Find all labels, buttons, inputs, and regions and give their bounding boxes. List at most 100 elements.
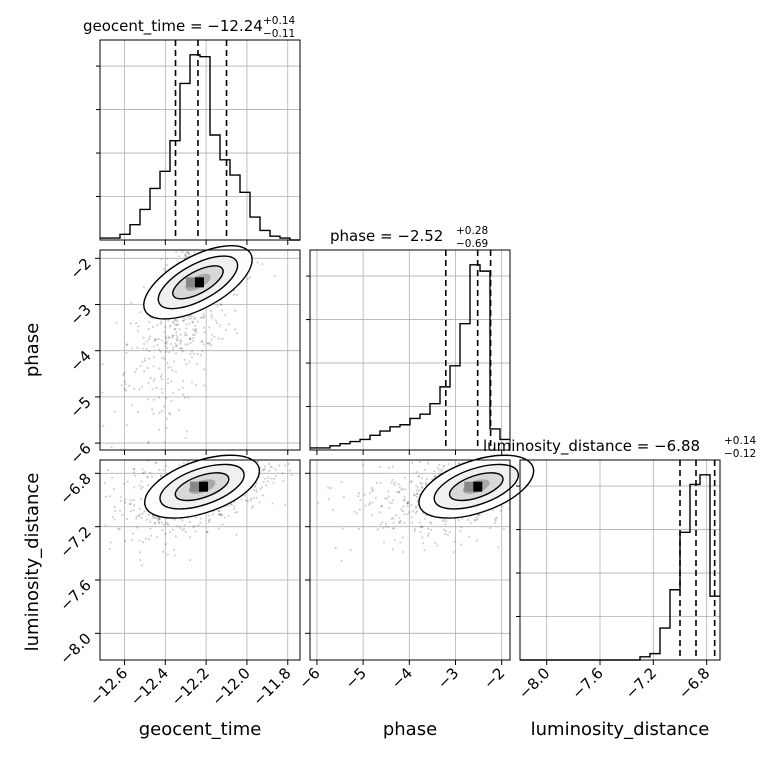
scatter-point bbox=[111, 476, 114, 479]
scatter-point bbox=[158, 518, 161, 521]
scatter-point bbox=[202, 316, 205, 319]
scatter-point bbox=[183, 207, 185, 209]
scatter-point bbox=[188, 559, 192, 562]
scatter-point bbox=[165, 427, 168, 430]
scatter-point bbox=[246, 277, 249, 280]
scatter-point bbox=[591, 482, 593, 484]
scatter-point bbox=[214, 438, 216, 440]
scatter-point bbox=[126, 480, 129, 483]
scatter-point bbox=[213, 335, 216, 338]
scatter-point bbox=[149, 376, 152, 380]
scatter-point bbox=[555, 506, 557, 508]
scatter-point bbox=[419, 460, 422, 463]
scatter-point bbox=[162, 469, 165, 472]
scatter-point bbox=[210, 226, 212, 228]
scatter-point bbox=[117, 527, 120, 530]
y-tick-label-luminosity_distance: −7.2 bbox=[56, 523, 94, 561]
scatter-point bbox=[206, 447, 208, 449]
scatter-point bbox=[526, 498, 528, 500]
scatter-point bbox=[151, 514, 155, 518]
scatter-point bbox=[244, 202, 246, 204]
scatter-point bbox=[390, 517, 393, 520]
scatter-point bbox=[149, 527, 152, 531]
scatter-point bbox=[188, 217, 190, 219]
scatter-point bbox=[221, 179, 223, 181]
scatter-point bbox=[244, 236, 246, 238]
scatter-point bbox=[164, 335, 167, 338]
scatter-point bbox=[235, 172, 237, 174]
scatter-point bbox=[136, 410, 140, 414]
scatter-point bbox=[220, 513, 223, 516]
scatter-point bbox=[531, 495, 533, 497]
scatter-point bbox=[159, 474, 163, 477]
scatter-point bbox=[192, 526, 195, 529]
scatter-point bbox=[183, 254, 187, 257]
scatter-point bbox=[398, 486, 401, 489]
scatter-point bbox=[440, 468, 443, 471]
scatter-point bbox=[194, 327, 198, 331]
scatter-point bbox=[418, 521, 422, 524]
scatter-point bbox=[384, 525, 388, 528]
scatter-point bbox=[371, 489, 374, 492]
scatter-point bbox=[109, 541, 112, 544]
panel-frame-gt-phase bbox=[99, 249, 301, 451]
scatter-point bbox=[217, 447, 219, 449]
scatter-point bbox=[576, 486, 578, 488]
scatter-point bbox=[445, 520, 448, 523]
scatter-point bbox=[132, 486, 136, 489]
scatter-point bbox=[102, 424, 105, 427]
scatter-point bbox=[153, 377, 156, 381]
scatter-point bbox=[146, 398, 149, 401]
scatter-point bbox=[261, 458, 263, 460]
scatter-point bbox=[419, 481, 422, 485]
scatter-point bbox=[143, 359, 146, 362]
scatter-point bbox=[518, 422, 520, 424]
scatter-point bbox=[368, 503, 371, 506]
scatter-point bbox=[329, 487, 332, 490]
scatter-point bbox=[236, 224, 238, 226]
scatter-point bbox=[378, 511, 381, 514]
scatter-point bbox=[191, 445, 193, 447]
scatter-point bbox=[249, 79, 251, 81]
scatter-point bbox=[357, 527, 360, 531]
scatter-point bbox=[165, 337, 168, 340]
scatter-point bbox=[499, 509, 502, 512]
scatter-point bbox=[259, 487, 262, 491]
scatter-point bbox=[153, 234, 155, 236]
scatter-point bbox=[184, 436, 187, 440]
scatter-point bbox=[175, 338, 178, 341]
scatter-point bbox=[233, 508, 236, 511]
scatter-point bbox=[191, 221, 193, 223]
scatter-point bbox=[542, 511, 544, 513]
title-phase-plus: +0.28 bbox=[456, 225, 488, 237]
scatter-point bbox=[143, 357, 147, 360]
scatter-point bbox=[411, 457, 413, 459]
scatter-point bbox=[274, 474, 278, 478]
scatter-point bbox=[353, 510, 356, 513]
scatter-point bbox=[193, 524, 196, 528]
scatter-point bbox=[115, 322, 118, 325]
scatter-point bbox=[402, 499, 406, 502]
scatter-point bbox=[113, 518, 116, 521]
scatter-point bbox=[190, 381, 194, 384]
scatter-point bbox=[215, 452, 217, 454]
scatter-point bbox=[275, 181, 277, 183]
scatter-point bbox=[140, 487, 143, 490]
scatter-point bbox=[582, 376, 584, 378]
scatter-point bbox=[538, 472, 540, 474]
scatter-point bbox=[403, 476, 407, 479]
x-tick-label-phase: −5 bbox=[342, 664, 370, 692]
scatter-point bbox=[227, 227, 229, 229]
scatter-point bbox=[393, 483, 396, 486]
scatter-point bbox=[164, 344, 167, 348]
scatter-point bbox=[233, 222, 235, 224]
scatter-point bbox=[419, 530, 422, 533]
scatter-point bbox=[161, 529, 164, 532]
scatter-point bbox=[139, 364, 142, 367]
scatter-point bbox=[410, 480, 413, 483]
scatter-point bbox=[253, 114, 255, 116]
scatter-point bbox=[261, 494, 264, 497]
scatter-point bbox=[254, 243, 256, 245]
scatter-point bbox=[139, 311, 142, 314]
scatter-point bbox=[540, 481, 542, 483]
